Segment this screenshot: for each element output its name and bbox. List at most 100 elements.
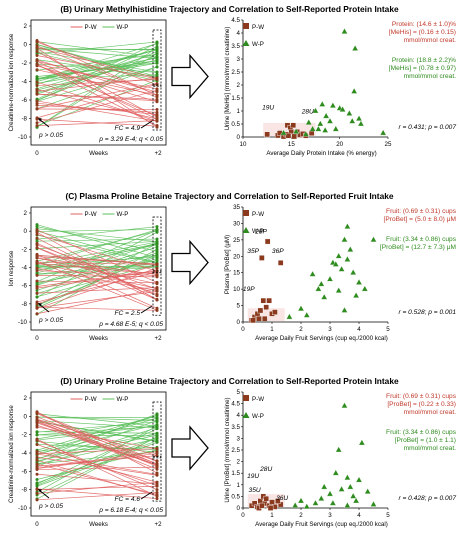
p-value-baseline: p > 0.05 <box>38 317 63 324</box>
trajectory-line-pw <box>36 288 158 315</box>
series-wp <box>286 223 377 320</box>
trajectory-line-wp <box>36 56 158 95</box>
y-tick-label: 0 <box>237 319 241 326</box>
data-point-wp <box>344 255 351 262</box>
trajectory-line-pw <box>36 83 158 119</box>
arrow-icon <box>171 53 209 100</box>
trajectory-line-pw <box>36 51 158 118</box>
trajectory-point-wp <box>155 51 159 55</box>
x-tick-label: 4 <box>357 326 361 333</box>
trajectory-line-pw <box>36 488 158 499</box>
legend-label-pw: P-W <box>252 396 264 403</box>
arrow-icon <box>171 239 209 286</box>
trajectory-line-pw <box>36 481 158 494</box>
trajectory-lines <box>35 410 159 502</box>
trajectory-point-pw <box>155 282 159 286</box>
data-point-pw <box>251 500 258 507</box>
trajectory-point-wp <box>155 42 159 46</box>
y-tick-label: -10 <box>18 319 28 326</box>
data-point-pw <box>266 297 272 304</box>
trajectory-line-pw <box>36 118 158 127</box>
data-point-pw <box>267 505 274 511</box>
data-point-wp <box>332 260 340 267</box>
data-point-wp <box>317 120 324 127</box>
trajectory-point-pw <box>155 273 159 277</box>
trajectory-line-pw <box>36 264 158 305</box>
trajectory-line-pw <box>36 261 158 265</box>
y-tick-label: 2 <box>24 23 28 30</box>
legend-label-pw: P-W <box>252 211 264 218</box>
y-tick-label: -2 <box>21 60 27 67</box>
trajectory-point-pw <box>155 266 159 270</box>
trajectory-point-wp <box>155 414 159 418</box>
data-point-wp <box>349 269 357 275</box>
data-point-wp <box>338 265 345 272</box>
y-tick-label: 0 <box>237 134 241 141</box>
trajectory-line-wp <box>36 228 158 243</box>
data-point-wp <box>335 252 342 259</box>
arrow-fc <box>140 491 153 500</box>
trajectory-line-wp <box>36 425 158 493</box>
trajectory-line-wp <box>36 263 158 298</box>
trajectory-line-pw <box>36 79 158 86</box>
data-point-pw <box>275 498 281 504</box>
data-point-wp <box>329 102 337 108</box>
trajectory-point-pw <box>35 246 39 250</box>
data-point-wp <box>321 126 329 133</box>
trajectory-point-pw <box>35 415 39 419</box>
trajectory-point-wp <box>35 288 39 292</box>
data-point-wp <box>338 485 345 492</box>
arrow-fc <box>140 305 153 314</box>
trajectory-line-pw <box>36 413 158 465</box>
y-tick-label: 1.5 <box>231 95 240 102</box>
x-tick-label: 0 <box>35 150 39 157</box>
trajectory-point-pw <box>35 236 39 240</box>
data-point-wp <box>349 492 357 499</box>
trajectory-point-pw <box>155 484 159 488</box>
trajectory-line-pw <box>36 459 158 497</box>
annotation-wp: Protein: (18.8 ± 2.2)% <box>392 57 456 64</box>
annotation-pw: Protein: (14.6 ± 1.0)% <box>392 21 456 28</box>
trajectory-point-pw <box>155 93 159 97</box>
trajectory-line-pw <box>36 234 158 272</box>
data-point-wp <box>352 497 360 504</box>
x-tick-label: 0 <box>241 326 245 333</box>
data-point-wp <box>344 474 351 480</box>
data-point-wp <box>329 499 337 506</box>
annotation-pw: [ProBet] = (5.0 ± 8.0) μM <box>384 216 456 223</box>
trajectory-line-wp <box>36 57 158 80</box>
sample-label: 36P <box>272 248 284 255</box>
data-point-wp <box>341 306 348 313</box>
annotation-wp: [ProBet] = (12.7 ± 7.3) μM <box>380 244 456 251</box>
trajectory-point-pw <box>155 480 159 484</box>
trajectory-point-pw <box>35 84 39 88</box>
y-tick-label: 1 <box>237 108 241 115</box>
trajectory-point-pw <box>35 228 39 232</box>
data-point-wp <box>358 439 366 446</box>
stats-text: p = 6.18 E-4; q < 0.05 <box>98 507 163 514</box>
trajectory-point-wp <box>155 61 159 65</box>
trajectory-line-pw <box>36 89 158 120</box>
y-tick-label: 2 <box>24 210 28 217</box>
y-tick-label: -6 <box>21 97 27 104</box>
data-point-wp <box>322 112 330 119</box>
trajectory-point-pw <box>155 286 159 290</box>
trajectory-line-wp <box>36 46 158 101</box>
dashed-box-wp <box>152 216 162 273</box>
trajectory-point-pw <box>155 78 159 82</box>
data-point-pw <box>277 501 284 508</box>
x-tick-label: 5 <box>386 326 390 333</box>
trajectory-line-pw <box>36 466 158 470</box>
trajectory-point-pw <box>35 438 39 442</box>
data-point-wp <box>280 129 287 136</box>
trajectory-line-pw <box>36 444 158 487</box>
data-point-wp <box>303 503 311 509</box>
series-wp <box>280 27 387 137</box>
trajectory-point-pw <box>35 59 39 63</box>
trajectory-point-pw <box>35 107 39 111</box>
legend-label-pw: P-W <box>252 24 264 31</box>
trajectory-line-wp <box>36 420 158 463</box>
y-tick-label: -6 <box>21 283 27 290</box>
trajectory-point-pw <box>35 88 39 92</box>
